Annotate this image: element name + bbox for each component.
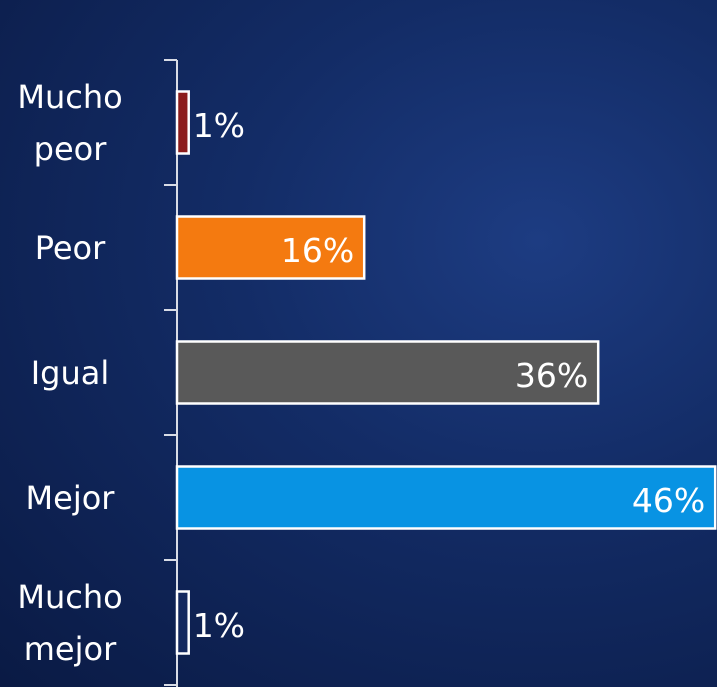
- bar: [175, 340, 600, 405]
- category-label: Igual: [30, 353, 110, 392]
- value-label: 1%: [193, 106, 245, 145]
- bar: [175, 465, 717, 530]
- value-label: 36%: [515, 356, 588, 395]
- bar: [175, 215, 366, 280]
- bar: [175, 90, 190, 155]
- value-label: 1%: [193, 606, 245, 645]
- category-label: Mucho peor: [17, 77, 123, 168]
- value-label: 46%: [632, 481, 705, 520]
- category-label: Mejor: [25, 478, 115, 517]
- category-label: Peor: [34, 228, 106, 267]
- axis: [164, 59, 178, 687]
- category-label: Mucho mejor: [17, 577, 123, 668]
- value-label: 16%: [281, 231, 354, 270]
- bar: [175, 590, 190, 655]
